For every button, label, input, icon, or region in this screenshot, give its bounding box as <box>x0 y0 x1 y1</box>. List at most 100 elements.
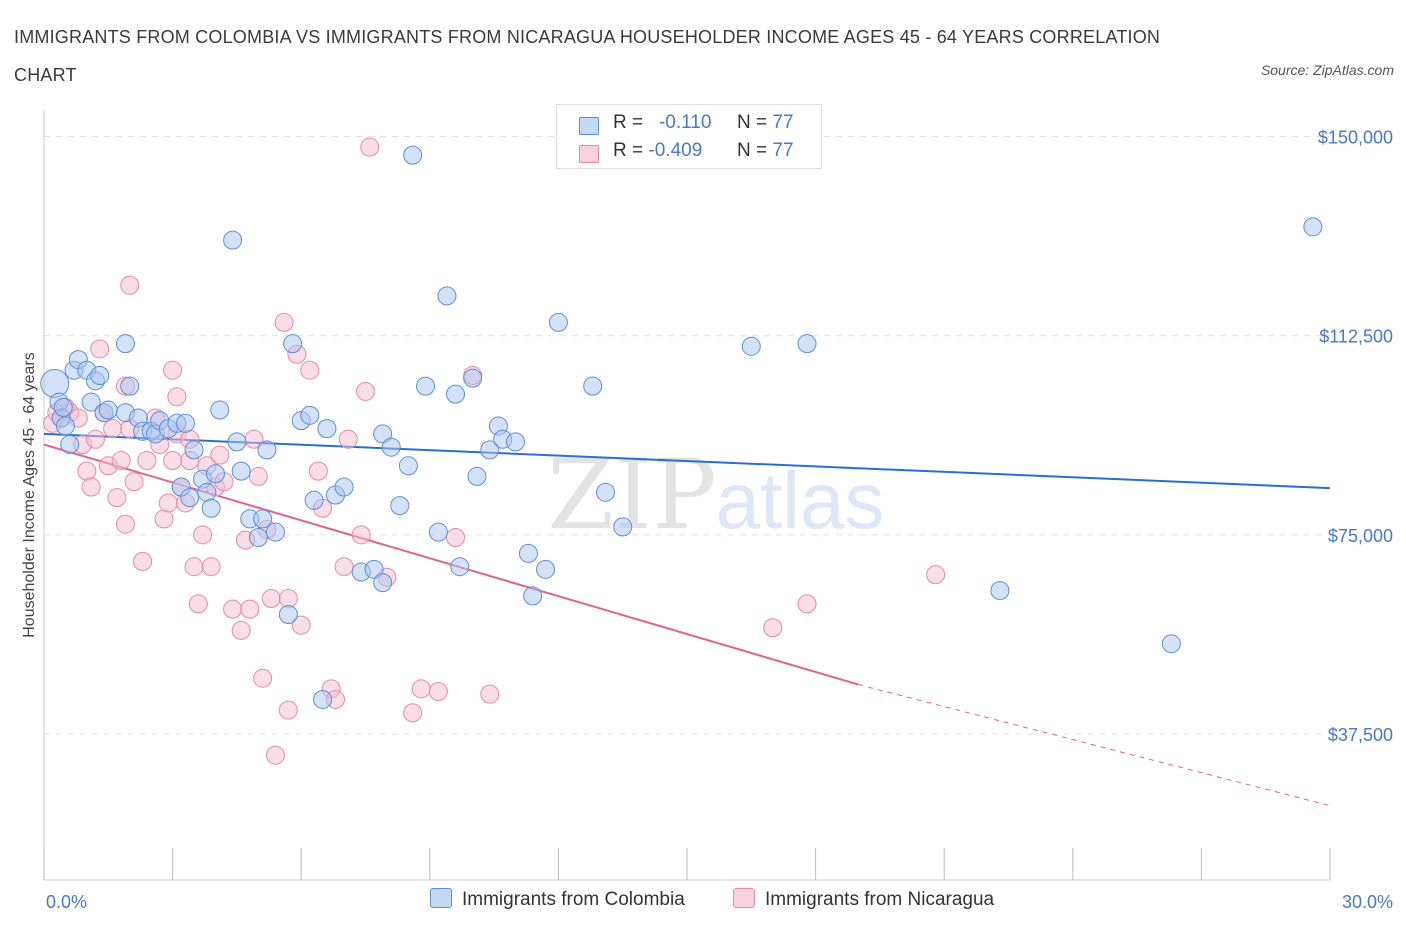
nicaragua-point <box>763 618 783 638</box>
legend-series: Immigrants from Colombia Immigrants from… <box>0 888 1406 918</box>
colombia-point <box>506 432 526 452</box>
y-axis-title: Householder Income Ages 45 - 64 years <box>21 352 38 638</box>
colombia-point <box>304 490 324 510</box>
colombia-point <box>184 440 204 460</box>
colombia-point <box>90 366 110 386</box>
colombia-point <box>60 435 80 455</box>
nicaragua-point <box>163 360 183 380</box>
nicaragua-point <box>261 589 281 609</box>
colombia-point <box>265 522 285 542</box>
colombia-point <box>334 477 354 497</box>
legend-r-colombia: R = -0.110 <box>613 112 712 133</box>
nicaragua-point <box>334 557 354 577</box>
colombia-point <box>741 336 761 356</box>
colombia-point <box>446 384 466 404</box>
nicaragua-point <box>338 429 358 449</box>
colombia-point <box>1303 217 1323 237</box>
nicaragua-point <box>231 620 251 640</box>
legend-label-nicaragua: Immigrants from Nicaragua <box>765 889 995 910</box>
colombia-point <box>197 482 217 502</box>
legend-n-colombia: N = 77 <box>737 112 794 133</box>
nicaragua-point <box>403 703 423 723</box>
nicaragua-point <box>107 488 127 508</box>
colombia-point <box>98 400 118 420</box>
colombia-point <box>40 368 70 398</box>
colombia-point <box>81 392 101 412</box>
nicaragua-point <box>240 599 260 619</box>
colombia-point <box>463 368 483 388</box>
nicaragua-point <box>115 514 135 534</box>
nicaragua-point <box>111 450 131 470</box>
nicaragua-point <box>158 493 178 513</box>
colombia-point <box>480 440 500 460</box>
colombia-point <box>180 488 200 508</box>
colombia-point <box>205 464 225 484</box>
colombia-point <box>416 376 436 396</box>
nicaragua-point <box>81 477 101 497</box>
nicaragua-point <box>124 472 144 492</box>
colombia-point <box>523 586 543 606</box>
y-tick-label: $75,000 <box>1328 526 1393 546</box>
nicaragua-point <box>278 700 298 720</box>
colombia-point <box>373 424 393 444</box>
x-tick-label: 30.0% <box>1342 892 1393 912</box>
nicaragua-point <box>351 525 371 545</box>
nicaragua-point <box>480 684 500 704</box>
y-tick-label: $150,000 <box>1318 128 1393 148</box>
colombia-point <box>317 419 337 439</box>
y-tick-label: $112,500 <box>1319 327 1393 347</box>
nicaragua-point <box>133 551 153 571</box>
watermark: ZIP atlas <box>547 439 884 551</box>
colombia-point <box>428 522 448 542</box>
colombia-point <box>518 543 538 563</box>
nicaragua-point <box>360 137 380 157</box>
colombia-point <box>115 334 135 354</box>
colombia-point <box>300 405 320 425</box>
nicaragua-point <box>265 745 285 765</box>
x-tick-labels: 0.0% 30.0% <box>46 892 1393 912</box>
y-tick-label: $37,500 <box>1328 725 1393 745</box>
legend-swatch-colombia <box>579 117 599 135</box>
legend-label-colombia: Immigrants from Colombia <box>462 889 685 910</box>
colombia-point <box>381 437 401 457</box>
colombia-point <box>283 334 303 354</box>
legend-swatch-nicaragua <box>579 145 599 163</box>
nicaragua-point <box>278 589 298 609</box>
colombia-point <box>227 432 247 452</box>
colombia-point <box>55 416 75 436</box>
colombia-point <box>248 527 268 547</box>
colombia-point <box>583 376 603 396</box>
colombia-point <box>278 604 298 624</box>
colombia-point <box>223 230 243 250</box>
nicaragua-point <box>428 681 448 701</box>
colombia-point <box>613 517 633 537</box>
trend-line-nicaragua-extension <box>858 684 1331 807</box>
gridlines <box>44 136 1330 735</box>
legend-swatch-colombia-bottom <box>430 888 452 908</box>
nicaragua-point <box>85 429 105 449</box>
colombia-point <box>253 509 273 529</box>
legend-item-nicaragua: Immigrants from Nicaragua <box>733 888 994 911</box>
colombia-point <box>403 145 423 165</box>
nicaragua-point <box>411 679 431 699</box>
colombia-point <box>797 334 817 354</box>
nicaragua-point <box>193 525 213 545</box>
nicaragua-point <box>90 339 110 359</box>
axes <box>43 110 1331 881</box>
colombia-point <box>548 312 568 332</box>
nicaragua-point <box>223 599 243 619</box>
nicaragua-point <box>163 450 183 470</box>
nicaragua-point <box>926 565 946 585</box>
nicaragua-point <box>201 557 221 577</box>
colombia-point <box>120 376 140 396</box>
colombia-point <box>467 466 487 486</box>
y-tick-labels: $37,500 $75,000 $112,500 $150,000 <box>1318 128 1393 745</box>
source-label: Source: ZipAtlas.com <box>1260 62 1394 78</box>
colombia-point <box>398 456 418 476</box>
nicaragua-point <box>77 461 97 481</box>
nicaragua-point <box>103 419 123 439</box>
nicaragua-point <box>291 615 311 635</box>
colombia-point <box>596 482 616 502</box>
watermark-zip: ZIP <box>547 439 716 551</box>
